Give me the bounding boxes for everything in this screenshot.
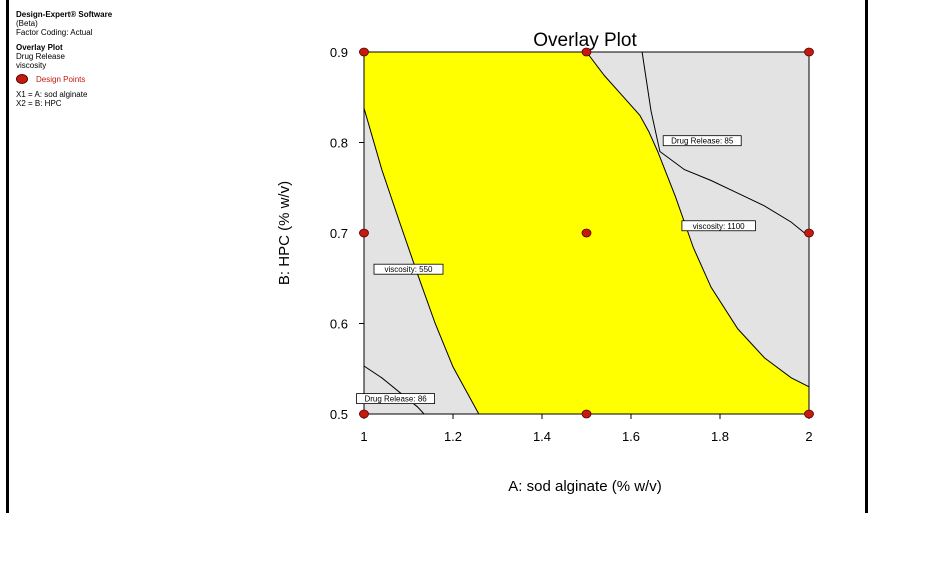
contour-label-box <box>681 220 756 232</box>
contour-line-3 <box>641 51 810 237</box>
design-point <box>804 228 814 238</box>
contour-label-box <box>662 135 742 147</box>
design-point <box>581 228 592 238</box>
design-point <box>804 47 814 57</box>
software-name: Design-Expert® Software <box>16 10 113 19</box>
x-tick-label: 1.6 <box>622 429 640 444</box>
contour-line-4 <box>363 365 425 415</box>
contour-label: viscosity: 550 <box>384 265 433 274</box>
y-tick-label: 0.9 <box>330 45 348 60</box>
factor-x2: X2 = B: HPC <box>16 99 62 108</box>
y-axis-label: B: HPC (% w/v) <box>276 181 293 285</box>
x-axis-label: A: sod alginate (% w/v) <box>508 478 661 495</box>
x-tick-label: 1.2 <box>444 429 462 444</box>
x-tick-label: 1 <box>360 429 367 444</box>
legend-design-points: Design Points <box>16 74 112 84</box>
design-point <box>581 47 592 57</box>
contour-label-box <box>356 393 435 405</box>
design-point <box>359 228 369 238</box>
plot-name: Overlay Plot <box>16 43 63 52</box>
x-tick-label: 1.8 <box>711 429 729 444</box>
response-1: Drug Release <box>16 52 65 61</box>
y-tick-label: 0.5 <box>330 407 348 422</box>
y-tick-label: 0.8 <box>330 136 348 151</box>
design-point-icon <box>16 74 28 84</box>
y-tick-label: 0.6 <box>330 317 348 332</box>
factor-x1: X1 = A: sod alginate <box>16 90 88 99</box>
design-point <box>581 409 592 419</box>
contour-label: Drug Release: 85 <box>671 137 734 146</box>
software-version: (Beta) <box>16 19 38 28</box>
contour-label-box <box>373 263 444 275</box>
contour-label: Drug Release: 86 <box>364 395 427 404</box>
x-tick-label: 1.4 <box>533 429 551 444</box>
chart-title: Overlay Plot <box>533 30 637 51</box>
design-point <box>804 409 814 419</box>
factor-coding: Factor Coding: Actual <box>16 28 93 37</box>
x-tick-label: 2 <box>805 429 812 444</box>
design-point <box>359 409 369 419</box>
contour-label: viscosity: 1100 <box>693 222 745 231</box>
contour-line-2 <box>586 51 810 388</box>
y-tick-label: 0.7 <box>330 226 348 241</box>
info-panel: Design-Expert® Software (Beta) Factor Co… <box>16 10 112 108</box>
design-point <box>359 47 369 57</box>
legend-label: Design Points <box>36 74 86 84</box>
response-2: viscosity <box>16 61 47 70</box>
